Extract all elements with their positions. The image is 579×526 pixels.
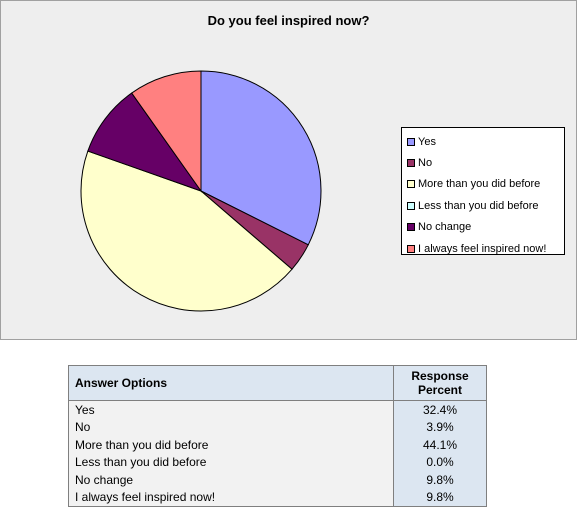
- legend-swatch: [407, 244, 415, 253]
- legend-swatch: [407, 137, 415, 146]
- answer-option-cell: I always feel inspired now!: [68, 488, 394, 507]
- legend-item: No change: [407, 217, 564, 238]
- legend-swatch: [407, 201, 415, 210]
- response-percent-cell: 9.8%: [393, 471, 487, 489]
- table-row: More than you did before 44.1%: [68, 436, 487, 454]
- table-header-row: Answer Options Response Percent: [68, 365, 487, 401]
- answer-option-cell: Less than you did before: [68, 453, 394, 471]
- legend-item: No: [407, 152, 564, 173]
- legend-item: Yes: [407, 131, 564, 152]
- response-percent-cell: 44.1%: [393, 436, 487, 454]
- response-percent-cell: 3.9%: [393, 418, 487, 436]
- pie-slice-no-change: [87, 92, 203, 192]
- legend-item: Less than you did before: [407, 195, 564, 216]
- chart-area: Do you feel inspired now? Yes No More than…: [0, 0, 577, 340]
- legend-swatch: [407, 180, 415, 189]
- response-table: Answer Options Response Percent Yes 32.4%…: [68, 365, 487, 507]
- chart-title: Do you feel inspired now?: [207, 13, 370, 28]
- table-row: No 3.9%: [68, 418, 487, 436]
- legend-label: More than you did before: [418, 178, 541, 191]
- answer-option-cell: No change: [68, 471, 394, 489]
- legend-label: No change: [418, 221, 472, 234]
- answer-option-cell: Yes: [68, 400, 394, 419]
- answer-options-header: Answer Options: [68, 365, 394, 401]
- legend-label: No: [418, 157, 433, 170]
- pie-chart: [80, 70, 322, 312]
- answer-option-cell: More than you did before: [68, 436, 394, 454]
- pie-slice-more-than-you-did-before: [80, 150, 293, 312]
- pie-slice-yes: [200, 70, 322, 246]
- response-percent-cell: 32.4%: [393, 400, 487, 419]
- table-row: Less than you did before 0.0%: [68, 453, 487, 471]
- response-percent-cell: 9.8%: [393, 488, 487, 507]
- table-row: Yes 32.4%: [68, 400, 487, 419]
- legend-swatch: [407, 223, 415, 232]
- answer-option-cell: No: [68, 418, 394, 436]
- response-percent-header: Response Percent: [393, 365, 487, 401]
- legend-label: Less than you did before: [418, 199, 539, 212]
- legend-label: Yes: [418, 135, 436, 148]
- legend-swatch: [407, 159, 415, 168]
- table-row: No change 9.8%: [68, 471, 487, 489]
- chart-legend: Yes No More than you did before Less than y…: [401, 127, 565, 255]
- legend-label: I always feel inspired now!: [418, 242, 547, 255]
- pie-slice-i-always-feel-inspired-now: [130, 70, 202, 193]
- response-percent-cell: 0.0%: [393, 453, 487, 471]
- table-row: I always feel inspired now! 9.8%: [68, 488, 487, 507]
- legend-item: More than you did before: [407, 174, 564, 195]
- legend-item: I always feel inspired now!: [407, 238, 564, 259]
